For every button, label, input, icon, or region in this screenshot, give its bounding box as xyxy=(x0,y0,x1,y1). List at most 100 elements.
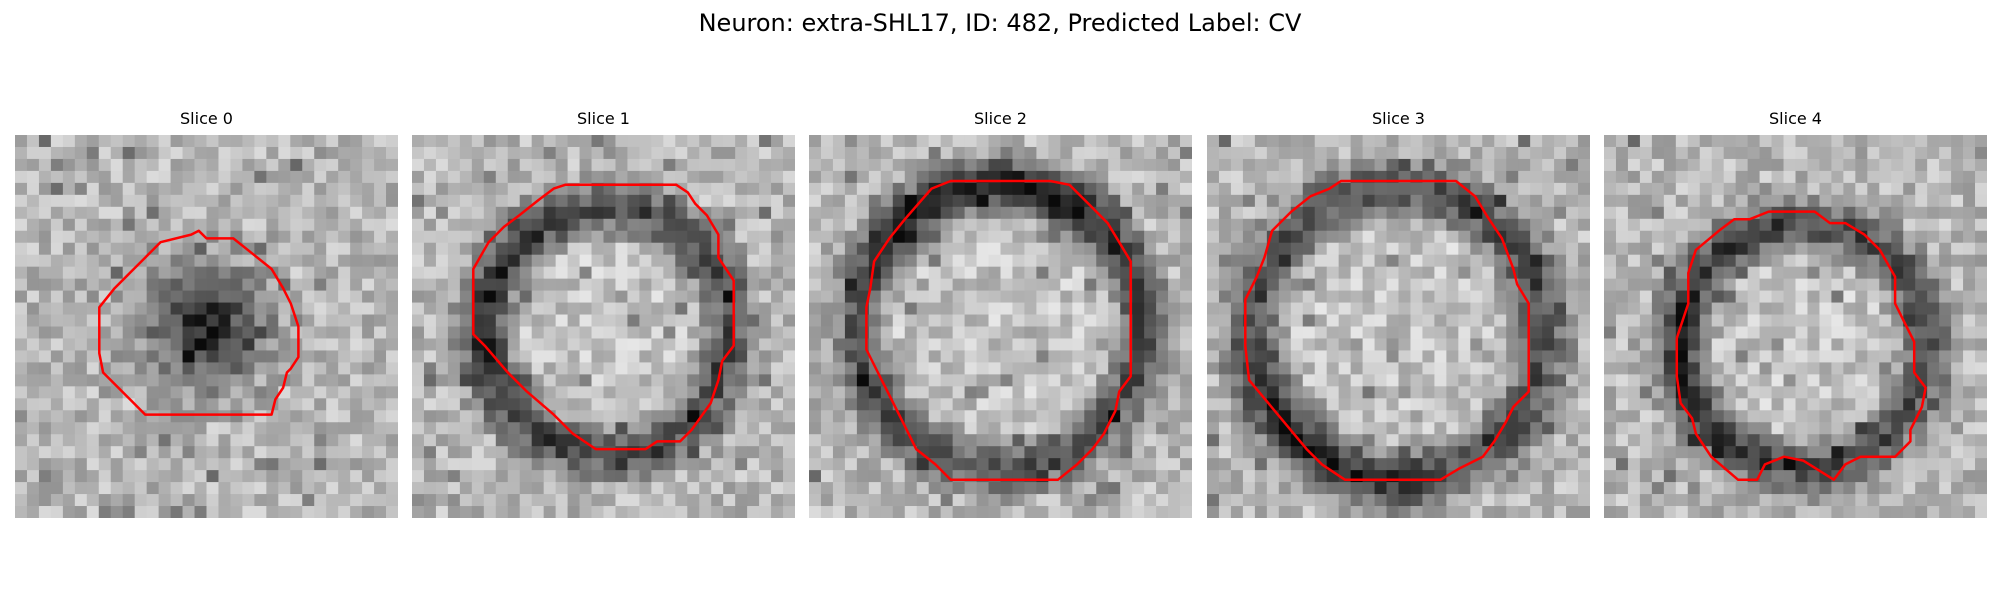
image-pixel xyxy=(26,470,40,483)
image-pixel xyxy=(412,302,425,315)
image-pixel xyxy=(809,170,822,184)
image-pixel xyxy=(928,135,942,148)
image-pixel xyxy=(844,362,858,375)
image-pixel xyxy=(1855,302,1868,315)
image-pixel xyxy=(218,182,231,196)
image-pixel xyxy=(1482,506,1495,518)
image-pixel xyxy=(1254,374,1268,387)
image-pixel xyxy=(266,182,279,196)
image-pixel xyxy=(86,422,100,435)
image-pixel xyxy=(1012,230,1025,244)
image-pixel xyxy=(1084,326,1097,339)
image-pixel xyxy=(206,398,219,411)
image-pixel xyxy=(1699,242,1713,256)
image-pixel xyxy=(1254,398,1268,411)
image-pixel xyxy=(290,386,303,399)
image-pixel xyxy=(350,254,363,268)
image-pixel xyxy=(1542,422,1555,435)
image-pixel xyxy=(1180,326,1192,339)
image-pixel xyxy=(687,374,700,387)
image-pixel xyxy=(627,494,640,507)
image-pixel xyxy=(1036,446,1049,459)
image-pixel xyxy=(423,494,437,507)
image-pixel xyxy=(723,230,736,244)
image-pixel xyxy=(1326,506,1340,518)
image-pixel xyxy=(940,278,954,291)
image-pixel xyxy=(699,182,712,196)
image-pixel xyxy=(110,206,124,220)
image-pixel xyxy=(1627,458,1641,471)
image-pixel xyxy=(1434,398,1447,411)
image-pixel xyxy=(1687,158,1701,172)
image-pixel xyxy=(1362,350,1375,363)
image-pixel xyxy=(98,446,112,459)
image-pixel xyxy=(844,206,858,220)
image-pixel xyxy=(687,350,700,363)
image-pixel xyxy=(386,314,398,327)
image-pixel xyxy=(1302,362,1316,375)
image-pixel xyxy=(1012,206,1025,220)
image-pixel xyxy=(1747,230,1760,244)
image-pixel xyxy=(495,158,509,172)
image-pixel xyxy=(1604,254,1617,268)
image-pixel xyxy=(447,158,461,172)
image-pixel xyxy=(1639,350,1653,363)
image-pixel xyxy=(1000,242,1013,256)
image-pixel xyxy=(242,398,255,411)
image-pixel xyxy=(1494,135,1507,148)
image-pixel xyxy=(1506,398,1519,411)
image-pixel xyxy=(1207,482,1220,495)
image-pixel xyxy=(1915,434,1928,447)
image-pixel xyxy=(1242,146,1256,160)
image-pixel xyxy=(1144,242,1157,256)
image-pixel xyxy=(1230,230,1244,244)
image-pixel xyxy=(1350,350,1363,363)
image-pixel xyxy=(844,458,858,471)
image-pixel xyxy=(374,446,387,459)
image-pixel xyxy=(1879,338,1892,351)
image-pixel xyxy=(15,398,28,411)
image-pixel xyxy=(374,458,387,471)
image-pixel xyxy=(783,278,795,291)
image-pixel xyxy=(1518,230,1531,244)
image-pixel xyxy=(1470,230,1483,244)
image-pixel xyxy=(1048,506,1061,518)
image-pixel xyxy=(988,290,1001,303)
image-pixel xyxy=(1723,362,1737,375)
image-pixel xyxy=(1254,458,1268,471)
image-pixel xyxy=(904,350,918,363)
image-pixel xyxy=(471,170,485,184)
image-pixel xyxy=(423,506,437,518)
image-pixel xyxy=(820,350,834,363)
image-pixel xyxy=(1747,158,1760,172)
image-pixel xyxy=(242,458,255,471)
image-pixel xyxy=(1326,266,1340,280)
image-pixel xyxy=(1855,206,1868,220)
image-pixel xyxy=(1939,422,1952,435)
image-pixel xyxy=(747,434,760,447)
image-pixel xyxy=(663,242,676,256)
image-pixel xyxy=(675,446,688,459)
image-pixel xyxy=(735,494,748,507)
image-pixel xyxy=(1278,242,1292,256)
image-pixel xyxy=(1000,278,1013,291)
image-pixel xyxy=(603,135,616,148)
image-pixel xyxy=(567,135,580,148)
image-pixel xyxy=(892,494,906,507)
image-pixel xyxy=(1639,422,1653,435)
image-pixel xyxy=(1254,410,1268,423)
image-pixel xyxy=(1867,135,1880,148)
image-pixel xyxy=(892,182,906,196)
image-pixel xyxy=(1651,266,1665,280)
image-pixel xyxy=(1207,326,1220,339)
image-pixel xyxy=(1012,482,1025,495)
image-pixel xyxy=(555,254,568,268)
image-pixel xyxy=(1482,482,1495,495)
image-pixel xyxy=(158,482,171,495)
image-pixel xyxy=(1939,206,1952,220)
image-pixel xyxy=(1915,230,1928,244)
image-pixel xyxy=(1843,314,1856,327)
image-pixel xyxy=(170,446,183,459)
image-pixel xyxy=(1144,135,1157,148)
image-pixel xyxy=(1807,338,1820,351)
